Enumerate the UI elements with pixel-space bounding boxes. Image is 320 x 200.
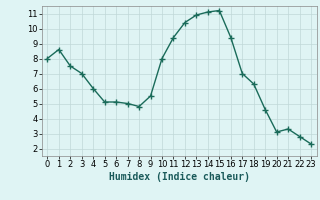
X-axis label: Humidex (Indice chaleur): Humidex (Indice chaleur): [109, 172, 250, 182]
